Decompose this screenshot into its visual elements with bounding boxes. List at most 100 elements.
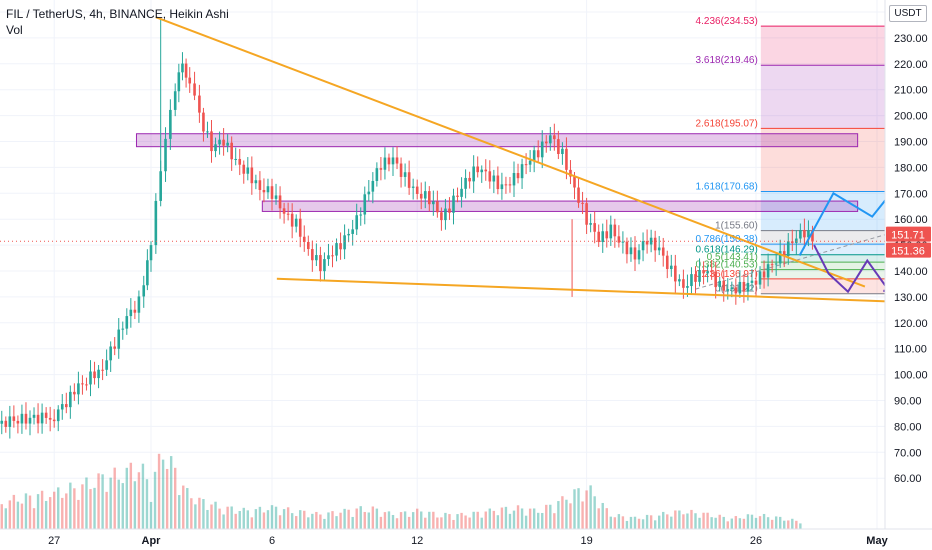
volume-bar xyxy=(500,507,504,529)
volume-bar xyxy=(694,513,697,529)
volume-bar xyxy=(791,518,794,529)
volume-bar xyxy=(238,511,241,529)
volume-bar xyxy=(174,467,177,529)
candle-body xyxy=(391,157,395,165)
candle-body xyxy=(363,194,367,215)
volume-bar xyxy=(202,499,205,529)
candle-body xyxy=(81,383,84,385)
volume-bar xyxy=(133,481,137,529)
candle-body xyxy=(536,150,540,158)
candle-body xyxy=(456,195,459,197)
candle-body xyxy=(154,200,158,246)
candle-body xyxy=(149,245,153,261)
volume-bar xyxy=(601,502,604,529)
candle-body xyxy=(585,203,588,225)
candle-body xyxy=(307,241,310,250)
candle-body xyxy=(113,346,116,349)
candle-body xyxy=(286,213,290,215)
candle-body xyxy=(678,279,681,282)
volume-bar xyxy=(629,516,633,529)
candle-body xyxy=(270,186,274,199)
upper-trendline[interactable] xyxy=(155,16,866,288)
volume-bar xyxy=(653,520,657,529)
candle-body xyxy=(774,263,778,265)
candle-body xyxy=(694,274,697,282)
fib-band xyxy=(760,244,914,255)
candle-body xyxy=(516,173,520,179)
candle-body xyxy=(682,279,685,288)
candle-body xyxy=(577,187,580,203)
candle-body xyxy=(807,230,810,238)
price-tag xyxy=(886,242,931,258)
volume-bar xyxy=(157,453,161,529)
volume-bar xyxy=(645,514,649,529)
candlesticks xyxy=(0,19,814,439)
candle-body xyxy=(440,212,443,221)
chart-grid xyxy=(0,0,885,529)
candle-body xyxy=(706,271,709,274)
fib-level-label: 0.236(136.97) xyxy=(696,269,758,280)
volume-bar xyxy=(274,506,278,529)
candle-body xyxy=(77,383,80,395)
volume-bar xyxy=(524,515,528,529)
time-tick-label: 27 xyxy=(48,535,60,547)
volume-bar xyxy=(666,514,669,529)
volume-bar xyxy=(512,510,516,529)
volume-bar xyxy=(480,517,483,529)
candle-body xyxy=(750,280,754,283)
fib-band xyxy=(760,262,914,270)
volume-bar xyxy=(399,512,403,529)
candle-body xyxy=(184,63,188,78)
candle-body xyxy=(8,416,12,427)
candle-body xyxy=(754,280,758,285)
volume-bar xyxy=(40,490,44,529)
volume-bar xyxy=(169,456,173,529)
volume-bar xyxy=(706,512,709,529)
candle-body xyxy=(734,287,738,294)
fib-level-label: 3.618(219.46) xyxy=(696,55,758,66)
volume-bar xyxy=(53,491,56,529)
volume-bars xyxy=(0,453,802,529)
candle-body xyxy=(379,168,383,170)
candle-body xyxy=(327,255,330,260)
fib-trend-line xyxy=(695,234,886,290)
volume-bar xyxy=(335,516,338,529)
candle-body xyxy=(250,167,254,184)
volume-bar xyxy=(57,487,60,529)
candle-body xyxy=(698,270,701,282)
candle-body xyxy=(343,235,346,250)
candle-body xyxy=(657,247,661,251)
volume-bar xyxy=(589,485,592,529)
volume-bar xyxy=(609,516,612,529)
currency-button[interactable]: USDT xyxy=(889,5,927,22)
volume-bar xyxy=(307,517,310,529)
candle-body xyxy=(169,109,172,139)
candle-body xyxy=(419,193,423,199)
volume-bar xyxy=(742,518,746,529)
volume-bar xyxy=(295,516,298,529)
volume-bar xyxy=(65,493,68,529)
candle-body xyxy=(601,231,605,243)
price-tick-label: 70.00 xyxy=(894,447,922,459)
candle-body xyxy=(246,167,250,174)
candle-body xyxy=(782,251,786,256)
candle-body xyxy=(758,271,762,285)
volume-bar xyxy=(617,514,621,529)
volume-bar xyxy=(637,518,641,529)
volume-bar xyxy=(492,510,496,529)
volume-bar xyxy=(686,513,689,529)
volume-bar xyxy=(8,500,12,529)
candle-body xyxy=(766,264,770,278)
volume-bar xyxy=(690,509,693,529)
volume-bar xyxy=(290,513,294,529)
candle-body xyxy=(0,420,4,424)
volume-bar xyxy=(89,489,92,529)
volume-bar xyxy=(545,504,548,529)
candle-body xyxy=(60,404,64,410)
volume-bar xyxy=(109,477,112,529)
price-tick-label: 170.00 xyxy=(894,188,928,200)
volume-bar xyxy=(420,511,423,529)
candle-body xyxy=(496,175,500,190)
volume-bar xyxy=(710,517,713,529)
